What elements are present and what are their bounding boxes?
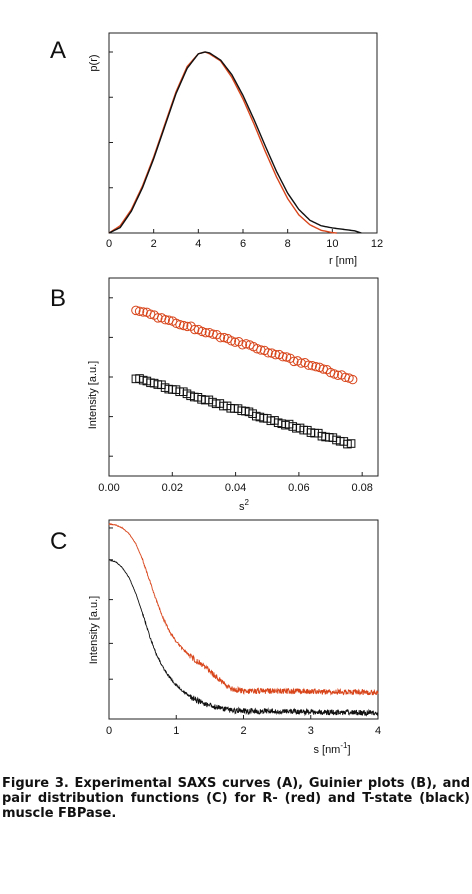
panel-b-xtick-label: 0.08 — [351, 482, 372, 494]
panel-b: B 0.00 0.02 0.04 0.06 0.08 Intensity [a.u.] … — [50, 277, 379, 513]
panel-b-point-red — [303, 360, 314, 370]
panel-a: A 0 2 4 6 8 10 12 p(r) r [nm] — [50, 32, 383, 267]
panel-c-xtick-label: 3 — [308, 725, 314, 737]
panel-b-point-red — [252, 344, 262, 354]
panel-c: C 0 1 2 3 4 Intensity [a.u.] s [nm-1] — [50, 519, 381, 756]
panel-b-point-red — [340, 372, 351, 383]
panel-c-xtick-label: 1 — [173, 725, 179, 737]
panel-a-frame — [108, 32, 378, 234]
panel-b-xlabel: s2 — [239, 498, 250, 513]
panel-b-point-red — [201, 327, 211, 338]
panel-b-point-red — [138, 307, 148, 317]
panel-b-point-red — [278, 352, 288, 362]
panel-a-xlabel: r [nm] — [329, 255, 357, 267]
panel-b-label: B — [50, 285, 66, 312]
panel-a-xtick-label: 8 — [285, 238, 291, 250]
panel-a-ylabel: p(r) — [88, 54, 100, 71]
panel-a-series-black — [108, 51, 362, 234]
panel-b-point-red — [175, 319, 185, 330]
panel-c-xtick-label: 4 — [375, 725, 381, 737]
panel-c-plot: 0 1 2 3 4 — [106, 522, 381, 737]
panel-a-xtick-label: 12 — [371, 238, 383, 250]
panel-b-ylabel: Intensity [a.u.] — [87, 361, 99, 429]
panel-b-point-red — [263, 348, 273, 358]
panel-a-label: A — [50, 37, 66, 64]
panel-b-point-red — [318, 364, 328, 374]
panel-c-xtick-label: 0 — [106, 725, 112, 737]
panel-b-point-red — [145, 309, 156, 319]
panel-b-point-red — [289, 356, 299, 367]
panel-b-point-red — [215, 332, 226, 343]
panel-a-xtick-label: 0 — [106, 238, 112, 250]
panel-b-point-red — [160, 315, 170, 325]
panel-c-series-red — [108, 522, 379, 696]
panel-a-series-red — [108, 51, 337, 234]
panel-b-point-red — [270, 349, 281, 360]
panel-a-xtick-label: 6 — [240, 238, 246, 250]
panel-b-point-red — [296, 358, 306, 368]
panel-b-point-black — [346, 439, 356, 448]
panel-a-xtick-label: 10 — [326, 238, 338, 250]
panel-b-point-red — [189, 324, 200, 335]
panel-c-ylabel: Intensity [a.u.] — [88, 596, 100, 664]
panel-b-point-red — [333, 370, 343, 380]
panel-c-label: C — [50, 528, 67, 555]
panel-a-plot: 0 2 4 6 8 10 12 — [106, 51, 383, 250]
figure-caption: Figure 3. Experimental SAXS curves (A), … — [2, 776, 470, 821]
panel-b-xtick-label: 0.04 — [225, 482, 246, 494]
panel-b-point-red — [131, 305, 141, 316]
panel-b-xtick-label: 0.00 — [98, 482, 119, 494]
panel-c-xtick-label: 2 — [240, 725, 246, 737]
panel-a-xtick-label: 2 — [151, 238, 157, 250]
panel-c-xlabel: s [nm-1] — [313, 741, 350, 756]
panel-b-point-red — [178, 320, 189, 331]
panel-b-xtick-label: 0.06 — [288, 482, 309, 494]
panel-b-point-red — [347, 374, 358, 385]
panel-b-point-red — [197, 326, 207, 337]
panel-b-point-red — [307, 361, 317, 371]
panel-b-point-red — [134, 306, 145, 316]
panel-b-xtick-label: 0.02 — [162, 482, 183, 494]
panel-b-point-red — [237, 340, 248, 350]
panel-b-plot: 0.00 0.02 0.04 0.06 0.08 — [98, 297, 373, 494]
panel-a-xtick-label: 4 — [195, 238, 201, 250]
panel-c-series-black — [108, 559, 379, 717]
panel-b-point-red — [153, 313, 163, 323]
